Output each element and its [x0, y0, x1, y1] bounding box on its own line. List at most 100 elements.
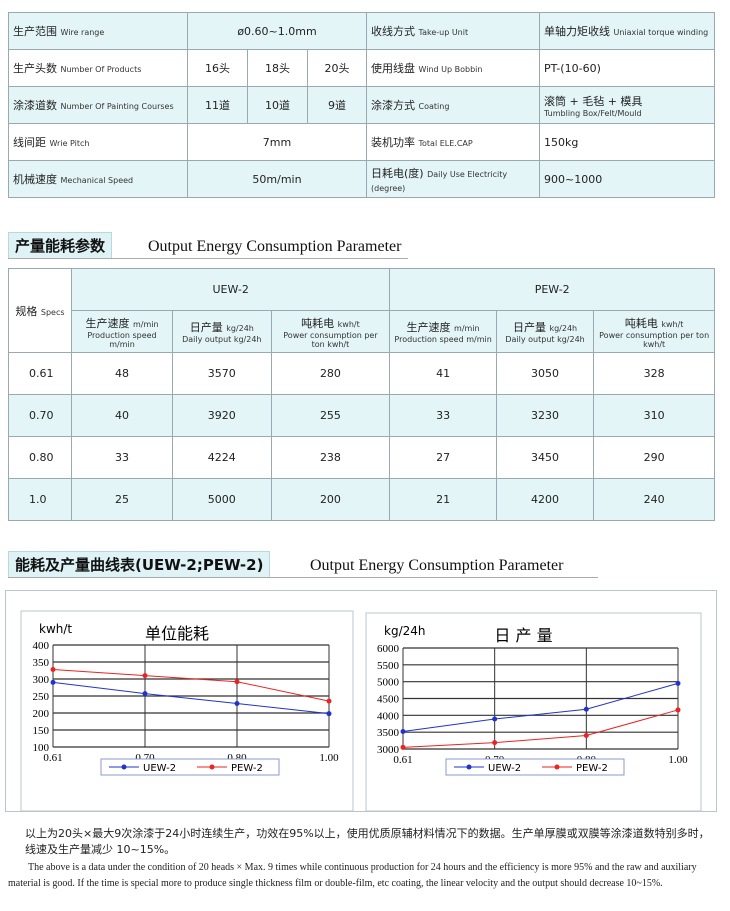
data-point: [234, 700, 240, 706]
column-header: 生产速度 m/min Production speed m/min: [70, 310, 174, 353]
spec-value: 50m/min: [187, 160, 367, 198]
spec-value: 150kg: [539, 123, 715, 161]
table-row: 0.70 40 3920 255 33 3230 310: [8, 394, 715, 437]
spec-row: 生产头数 Number Of Products 16头 18头 20头 使用线盘…: [8, 49, 715, 87]
spec-label: 日耗电(度) Daily Use Electricity (degree): [366, 160, 540, 198]
table-cell: 328: [593, 352, 715, 395]
y-tick-label: 200: [33, 708, 50, 720]
data-point: [326, 698, 332, 704]
spec-row: 机械速度 Mechanical Speed 50m/min 日耗电(度) Dai…: [8, 160, 715, 198]
legend-label: PEW-2: [576, 763, 608, 774]
spec-row: 线间距 Wrie Pitch 7mm 装机功率 Total ELE.CAP 15…: [8, 123, 715, 161]
table-cell: 3920: [172, 394, 272, 437]
table-cell: 1.0: [8, 478, 72, 521]
y-tick-label: 100: [33, 742, 50, 754]
table-cell: 3050: [495, 352, 595, 395]
chart-title: 日 产 量: [494, 626, 552, 645]
legend-marker: [466, 764, 472, 770]
y-axis-unit: kwh/t: [39, 622, 72, 636]
spec-value: PT-(10-60): [539, 49, 715, 87]
column-header: 日产量 kg/24h Daily output kg/24h: [172, 310, 272, 353]
spec-table: 生产范围 Wire range ø0.60~1.0mm 收线方式 Take-up…: [8, 12, 715, 198]
spec-value: 10道: [247, 86, 308, 124]
column-header: 生产速度 m/min Production speed m/min: [389, 310, 497, 353]
specs-header: 规格 Specs: [8, 268, 72, 353]
energy-table: 规格 Specs UEW-2 PEW-2 生产速度 m/min Productio…: [8, 268, 715, 521]
table-cell: 290: [593, 436, 715, 479]
spec-row: 生产范围 Wire range ø0.60~1.0mm 收线方式 Take-up…: [8, 12, 715, 50]
table-cell: 40: [70, 394, 174, 437]
legend: [445, 758, 625, 776]
data-point: [583, 733, 589, 739]
data-point: [492, 716, 498, 722]
legend-label: UEW-2: [143, 763, 176, 774]
y-axis-unit: kg/24h: [384, 624, 425, 638]
spec-row: 涂漆道数 Number Of Painting Courses 11道 10道 …: [8, 86, 715, 124]
table-cell: 0.61: [8, 352, 72, 395]
group-header: PEW-2: [389, 268, 715, 311]
y-tick-label: 4000: [377, 710, 400, 722]
data-point: [400, 744, 406, 750]
spec-value: 7mm: [187, 123, 367, 161]
table-cell: 41: [389, 352, 497, 395]
spec-value: 18头: [247, 49, 308, 87]
table-cell: 25: [70, 478, 174, 521]
table-row: 1.0 25 5000 200 21 4200 240: [8, 478, 715, 521]
y-tick-label: 5000: [377, 677, 400, 689]
data-point: [142, 691, 148, 697]
spec-label: 生产范围 Wire range: [8, 12, 188, 50]
table-cell: 5000: [172, 478, 272, 521]
table-cell: 4200: [495, 478, 595, 521]
table-row: 0.61 48 3570 280 41 3050 328: [8, 352, 715, 395]
legend: [100, 758, 280, 776]
spec-value: 单轴力矩收线 Uniaxial torque winding: [539, 12, 715, 50]
section-title-en: Output Energy Consumption Parameter: [310, 557, 564, 574]
section-title-cn: 产量能耗参数: [8, 232, 113, 259]
y-tick-label: 3500: [377, 727, 400, 739]
table-cell: 240: [593, 478, 715, 521]
chart-frame: [20, 610, 354, 812]
series-line: [52, 668, 330, 702]
x-tick-label: 1.00: [319, 752, 339, 764]
series-line: [402, 682, 679, 732]
spec-label: 收线方式 Take-up Unit: [366, 12, 540, 50]
spec-label: 生产头数 Number Of Products: [8, 49, 188, 87]
spec-label: 线间距 Wrie Pitch: [8, 123, 188, 161]
x-tick-label: 0.61: [393, 754, 412, 766]
spec-value: 11道: [187, 86, 248, 124]
table-cell: 4224: [172, 436, 272, 479]
spec-value: 9道: [307, 86, 367, 124]
x-tick-label: 1.00: [668, 754, 688, 766]
data-point: [142, 673, 148, 679]
chart-frame: [365, 612, 702, 812]
spec-value: 900~1000: [539, 160, 715, 198]
y-tick-label: 300: [33, 674, 50, 686]
y-tick-label: 350: [33, 657, 50, 669]
data-point: [675, 680, 681, 686]
column-header: 吨耗电 kwh/t Power consumption per ton kwh/t: [593, 310, 715, 353]
spec-label: 装机功率 Total ELE.CAP: [366, 123, 540, 161]
legend-marker: [554, 764, 560, 770]
spec-value: 20头: [307, 49, 367, 87]
table-cell: 255: [270, 394, 391, 437]
table-cell: 3570: [172, 352, 272, 395]
x-tick-label: 0.61: [43, 752, 62, 764]
table-cell: 21: [389, 478, 497, 521]
spec-label: 机械速度 Mechanical Speed: [8, 160, 188, 198]
legend-marker: [121, 764, 127, 770]
table-cell: 238: [270, 436, 391, 479]
section-title-cn: 能耗及产量曲线表(UEW-2;PEW-2): [8, 551, 271, 578]
spec-label: 使用线盘 Wind Up Bobbin: [366, 49, 540, 87]
legend-marker: [209, 764, 215, 770]
data-point: [50, 666, 56, 672]
spec-value: 16头: [187, 49, 248, 87]
table-cell: 3450: [495, 436, 595, 479]
chart-panel: kwh/t 单位能耗 100 150 200 250 300 350 400 0.61 0.70 0.…: [5, 590, 717, 812]
table-cell: 3230: [495, 394, 595, 437]
note-en: The above is a data under the condition …: [8, 862, 697, 889]
y-tick-label: 4500: [377, 694, 400, 706]
column-header: 吨耗电 kwh/t Power consumption per ton kwh/t: [270, 310, 391, 353]
legend-label: UEW-2: [488, 763, 521, 774]
legend-label: PEW-2: [231, 763, 263, 774]
data-point: [492, 740, 498, 746]
